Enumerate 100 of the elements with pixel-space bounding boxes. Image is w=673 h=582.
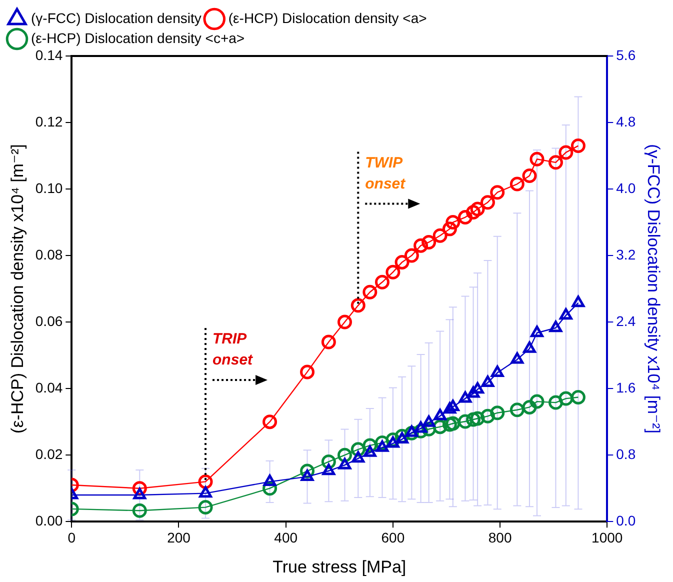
point bbox=[405, 425, 418, 437]
x-tick-label: 600 bbox=[381, 529, 405, 546]
point bbox=[490, 366, 504, 378]
point bbox=[396, 432, 408, 444]
x-tick-label: 200 bbox=[167, 529, 191, 546]
point bbox=[530, 326, 544, 338]
y-tick-label: 0.08 bbox=[35, 246, 63, 262]
y2-tick-label: 1.6 bbox=[616, 379, 636, 396]
point bbox=[338, 458, 352, 470]
y-tick-label: 0.04 bbox=[35, 379, 63, 396]
point bbox=[132, 503, 147, 518]
x-tick-label: 0 bbox=[68, 529, 76, 546]
point bbox=[300, 469, 314, 481]
point bbox=[199, 486, 212, 498]
ref-line-label: TWIP onset bbox=[365, 154, 406, 192]
point bbox=[522, 400, 537, 414]
point bbox=[404, 248, 419, 263]
x-tick-label: 1000 bbox=[592, 529, 623, 546]
point bbox=[480, 195, 495, 210]
point bbox=[446, 416, 460, 431]
y2-tick-label: 5.6 bbox=[616, 46, 636, 63]
point bbox=[363, 445, 376, 457]
legend-label: (ε-HCP) Dislocation density <c+a> bbox=[31, 30, 245, 46]
point bbox=[198, 474, 213, 489]
legend-label: (ε-HCP) Dislocation density <a> bbox=[228, 10, 427, 26]
y2-tick-label: 4.0 bbox=[616, 180, 636, 196]
point bbox=[198, 500, 213, 515]
point bbox=[510, 402, 524, 418]
y-tick-label: 0.12 bbox=[35, 113, 63, 130]
point bbox=[432, 420, 448, 434]
y2-tick-label: 3.2 bbox=[616, 246, 636, 262]
point bbox=[480, 408, 495, 424]
point bbox=[510, 176, 524, 192]
point bbox=[446, 400, 460, 412]
legend-label: (γ-FCC) Dislocation density bbox=[31, 10, 202, 26]
point bbox=[530, 394, 544, 409]
point bbox=[133, 488, 146, 500]
point bbox=[466, 205, 481, 220]
x-tick-label: 800 bbox=[488, 529, 512, 546]
point bbox=[386, 436, 400, 448]
point bbox=[321, 334, 336, 350]
x-tick-label: 400 bbox=[274, 529, 298, 546]
point bbox=[386, 264, 400, 280]
point bbox=[322, 464, 336, 476]
point bbox=[446, 215, 460, 230]
point bbox=[432, 228, 448, 243]
point bbox=[470, 411, 485, 426]
point bbox=[338, 314, 352, 330]
y-tick-label: 0.02 bbox=[35, 446, 63, 462]
ref-line-label: TRIP onset bbox=[212, 330, 254, 369]
point bbox=[559, 308, 572, 320]
y2-tick-label: 4.8 bbox=[616, 113, 636, 130]
point bbox=[510, 352, 524, 364]
point bbox=[394, 254, 410, 270]
point bbox=[434, 408, 447, 420]
point bbox=[523, 341, 536, 353]
point bbox=[350, 298, 366, 313]
point bbox=[549, 320, 562, 332]
point bbox=[263, 474, 276, 486]
point bbox=[458, 210, 472, 225]
y-tick-label: 0.10 bbox=[35, 180, 63, 196]
y2-tick-label: 2.4 bbox=[616, 312, 636, 329]
point bbox=[466, 412, 481, 427]
point bbox=[558, 391, 574, 406]
point bbox=[490, 406, 505, 420]
y-axis-title: (ε-HCP) Dislocation density x10⁴ [m⁻²] bbox=[8, 144, 27, 434]
y-tick-label: 0.00 bbox=[35, 512, 63, 528]
point bbox=[414, 238, 428, 253]
point bbox=[362, 284, 378, 300]
point bbox=[548, 155, 563, 170]
point bbox=[352, 451, 365, 463]
y-tick-label: 0.06 bbox=[35, 312, 63, 329]
point bbox=[442, 222, 457, 236]
x-axis-title: True stress [MPa] bbox=[272, 557, 406, 576]
y-tick-label: 0.14 bbox=[35, 46, 63, 63]
point bbox=[530, 152, 544, 166]
y2-tick-label: 0.8 bbox=[616, 446, 636, 462]
point bbox=[570, 138, 586, 154]
point bbox=[300, 364, 315, 380]
point bbox=[443, 402, 456, 414]
point bbox=[442, 417, 457, 432]
point bbox=[490, 185, 505, 200]
point bbox=[481, 376, 494, 387]
point bbox=[471, 382, 484, 394]
point bbox=[466, 386, 480, 398]
point bbox=[558, 145, 574, 160]
point bbox=[458, 391, 472, 403]
point bbox=[422, 234, 436, 250]
point bbox=[458, 414, 472, 429]
point bbox=[422, 415, 436, 427]
point bbox=[572, 296, 585, 308]
point bbox=[570, 390, 586, 404]
point bbox=[548, 395, 563, 410]
point bbox=[522, 168, 537, 183]
point bbox=[470, 202, 485, 216]
point bbox=[374, 274, 390, 290]
y2-tick-label: 0.0 bbox=[616, 512, 636, 528]
y2-axis-title: (γ-FCC) Dislocation density x10⁴ [m⁻²] bbox=[644, 144, 664, 434]
point bbox=[414, 421, 428, 433]
point bbox=[376, 440, 389, 452]
